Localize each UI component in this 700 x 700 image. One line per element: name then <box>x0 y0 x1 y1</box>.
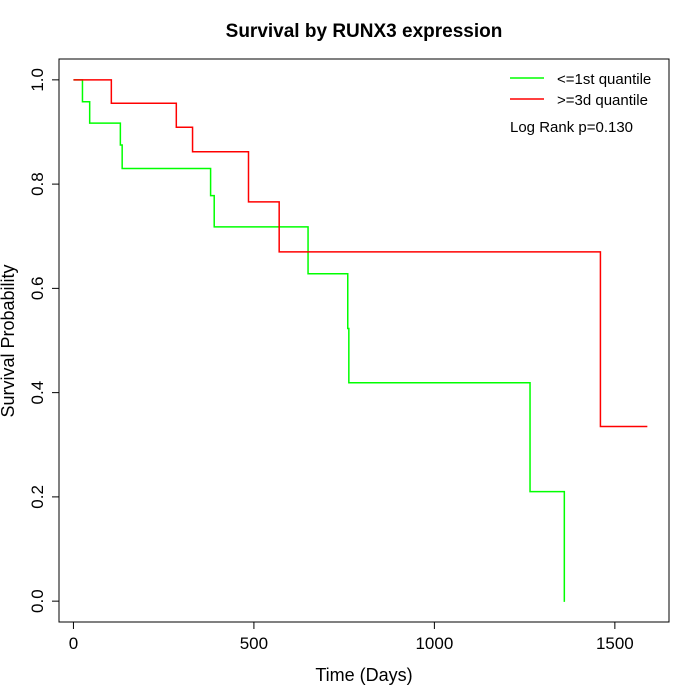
y-tick-label: 0.0 <box>28 589 47 613</box>
x-tick-label: 1000 <box>415 634 453 653</box>
series-layer <box>73 79 648 602</box>
legend: <=1st quantile >=3d quantile <box>510 71 651 109</box>
y-axis: 0.0 0.2 0.4 0.6 0.8 1.0 <box>28 68 59 613</box>
chart-title: Survival by RUNX3 expression <box>226 21 503 42</box>
plot-frame <box>58 58 670 623</box>
x-axis-label: Time (Days) <box>315 665 412 685</box>
survival-curve-1 <box>73 79 648 428</box>
legend-label-high: >=3d quantile <box>557 92 648 109</box>
x-axis: 0 500 1000 1500 <box>69 622 634 653</box>
y-tick-label: 0.8 <box>28 172 47 196</box>
y-axis-label: Survival Probability <box>0 264 18 417</box>
legend-label-low: <=1st quantile <box>557 71 651 88</box>
y-tick-label: 1.0 <box>28 68 47 92</box>
y-tick-label: 0.2 <box>28 485 47 509</box>
y-tick-label: 0.4 <box>28 381 47 405</box>
y-tick-label: 0.6 <box>28 277 47 301</box>
survival-curve-0 <box>73 79 566 602</box>
x-tick-label: 1500 <box>596 634 634 653</box>
logrank-annotation: Log Rank p=0.130 <box>510 119 633 136</box>
x-tick-label: 500 <box>240 634 268 653</box>
x-tick-label: 0 <box>69 634 78 653</box>
